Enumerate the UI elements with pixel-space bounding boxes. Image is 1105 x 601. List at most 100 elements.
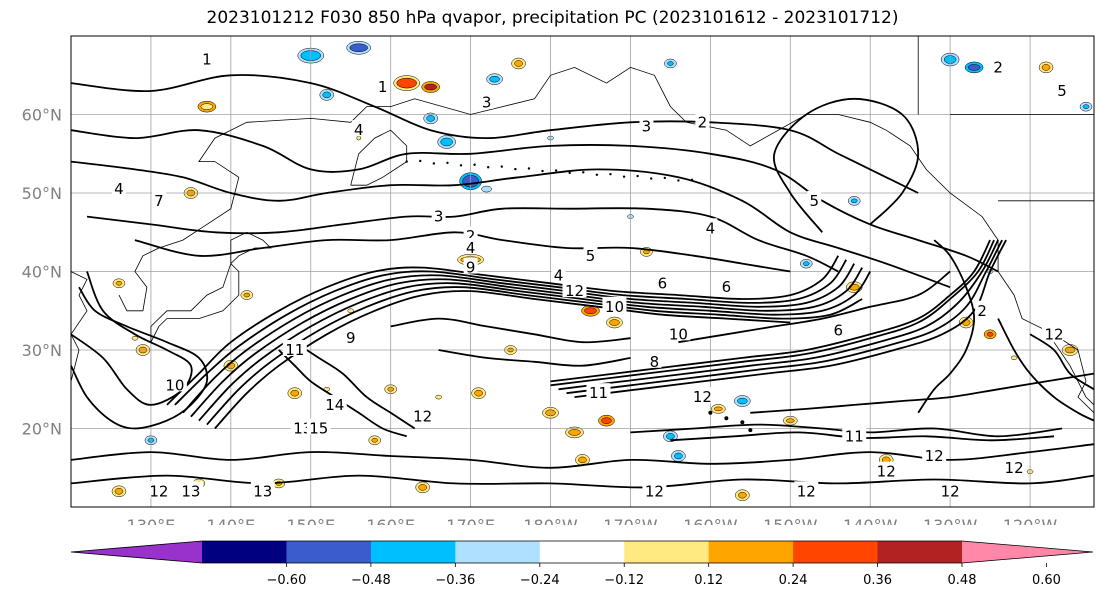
- colorbar-tick-label: 0.48: [948, 573, 977, 588]
- lon-tick-label: 170°E: [446, 516, 495, 525]
- contour-label: 9: [466, 259, 476, 277]
- colorbar-body: [70, 540, 1094, 564]
- map-title: 2023101212 F030 850 hPa qvapor, precipit…: [206, 8, 899, 28]
- contour-label-bg: [463, 257, 478, 274]
- colorbar-segment: [370, 541, 456, 563]
- contour-label-bg: [146, 481, 171, 498]
- contour-line: [438, 349, 631, 367]
- precip-cell: [737, 397, 748, 405]
- contour-label: 12: [565, 282, 584, 300]
- colorbar-ticks: −0.60 −0.48 −0.36 −0.24 −0.12 0.12 0.24 0.36 0.4…: [267, 563, 1061, 588]
- island: [595, 173, 599, 176]
- lat-tick-label: 20°N: [22, 420, 62, 439]
- island: [708, 410, 713, 415]
- contour-label-bg: [551, 265, 566, 282]
- contour-line: [566, 239, 1003, 395]
- precip-cell: [115, 281, 123, 286]
- contour-line: [71, 129, 999, 273]
- lon-tick-label: 130°W: [923, 516, 978, 525]
- island: [554, 169, 558, 172]
- precip-cell: [440, 137, 453, 147]
- colorbar-extend-min: [71, 541, 202, 563]
- island: [724, 416, 729, 421]
- contour-line: [574, 239, 1007, 398]
- precip-cell: [609, 319, 620, 326]
- precip-cell: [435, 394, 442, 400]
- island: [740, 420, 745, 425]
- island: [459, 164, 463, 167]
- island: [568, 171, 571, 175]
- colorbar-segment: [708, 541, 794, 563]
- contour-label-bg: [642, 481, 667, 498]
- contour-label-bg: [199, 49, 214, 66]
- contour-line: [550, 239, 991, 383]
- lat-tick-label: 40°N: [22, 263, 62, 282]
- precip-cell: [131, 335, 139, 341]
- colorbar-segment: [793, 541, 879, 563]
- contour-label: 10: [165, 376, 184, 394]
- lon-tick-label: 180°W: [523, 516, 578, 525]
- contour-line: [71, 271, 193, 406]
- island: [582, 171, 585, 174]
- contour-label: 12: [941, 482, 960, 500]
- contour-label: 9: [346, 329, 356, 347]
- colorbar-segment: [202, 541, 287, 563]
- island: [486, 166, 490, 169]
- precip-cell: [714, 406, 723, 412]
- precip-cell: [347, 308, 354, 313]
- precip-cell: [674, 452, 683, 460]
- precip-cell: [850, 198, 858, 204]
- contour-label-bg: [807, 190, 822, 207]
- contour-label-bg: [431, 206, 446, 223]
- contour-line: [772, 97, 920, 233]
- precip-cell: [986, 332, 994, 337]
- contour-label: 11: [285, 341, 304, 359]
- contour-label: 10: [669, 325, 688, 343]
- lat-tick-label: 60°N: [22, 106, 62, 125]
- colorbar-tick-label: 0.24: [779, 573, 808, 588]
- contour-label: 12: [149, 482, 168, 500]
- precip-cell: [418, 484, 427, 491]
- contour-line: [206, 286, 863, 426]
- island: [405, 160, 408, 163]
- coastline: [71, 271, 88, 382]
- contour-label-bg: [479, 92, 494, 109]
- contour-line: [182, 263, 855, 414]
- contour-label: 1: [378, 78, 388, 96]
- contour-line: [190, 267, 863, 418]
- contour-label: 4: [354, 121, 364, 139]
- contour-label-bg: [991, 57, 1006, 74]
- contour-label-bg: [655, 273, 670, 290]
- island: [636, 174, 639, 178]
- colorbar-tick-label: −0.60: [267, 573, 307, 588]
- contour-label-bg: [842, 426, 867, 443]
- precip-cell: [803, 261, 810, 266]
- contour-label: 12: [797, 482, 816, 500]
- island: [650, 177, 653, 180]
- colorbar-segment: [539, 541, 625, 563]
- contour-label: 7: [154, 192, 164, 210]
- lon-tick-label: 150°W: [763, 516, 818, 525]
- colorbar-segment: [286, 541, 372, 563]
- contour-label-bg: [703, 218, 718, 235]
- contour-label: 4: [466, 239, 476, 257]
- colorbar-tick-label: 0.36: [863, 573, 892, 588]
- lon-tick-label: 160°E: [366, 516, 415, 525]
- contour-label-bg: [695, 112, 710, 129]
- contour-label-bg: [922, 445, 947, 462]
- contour-line: [214, 290, 791, 430]
- latitude-labels: 60°N 50°N 40°N 30°N 20°N: [22, 106, 62, 439]
- contour-label-bg: [463, 237, 478, 254]
- lon-tick-label: 140°W: [843, 516, 898, 525]
- contour-label: 12: [1005, 459, 1024, 477]
- island: [500, 165, 503, 168]
- precip-cell: [396, 77, 417, 89]
- contour-line: [166, 255, 840, 406]
- contour-label: 4: [114, 180, 124, 198]
- colorbar-segment: [624, 541, 710, 563]
- contour-label: 12: [925, 447, 944, 465]
- contour-line: [917, 239, 976, 414]
- island: [677, 179, 680, 182]
- contour-label-bg: [306, 418, 331, 435]
- precip-cell: [474, 389, 483, 397]
